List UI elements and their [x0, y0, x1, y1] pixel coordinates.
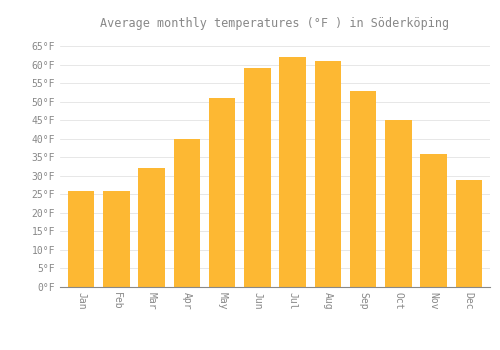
Bar [314, 61, 341, 287]
Bar [174, 139, 200, 287]
Bar [103, 191, 130, 287]
Bar [456, 180, 482, 287]
Bar [280, 57, 306, 287]
Title: Average monthly temperatures (°F ) in Söderköping: Average monthly temperatures (°F ) in Sö… [100, 17, 450, 30]
Bar [244, 68, 270, 287]
Bar [420, 154, 447, 287]
Bar [385, 120, 411, 287]
Bar [68, 191, 94, 287]
Bar [350, 91, 376, 287]
Bar [209, 98, 236, 287]
Bar [138, 168, 165, 287]
